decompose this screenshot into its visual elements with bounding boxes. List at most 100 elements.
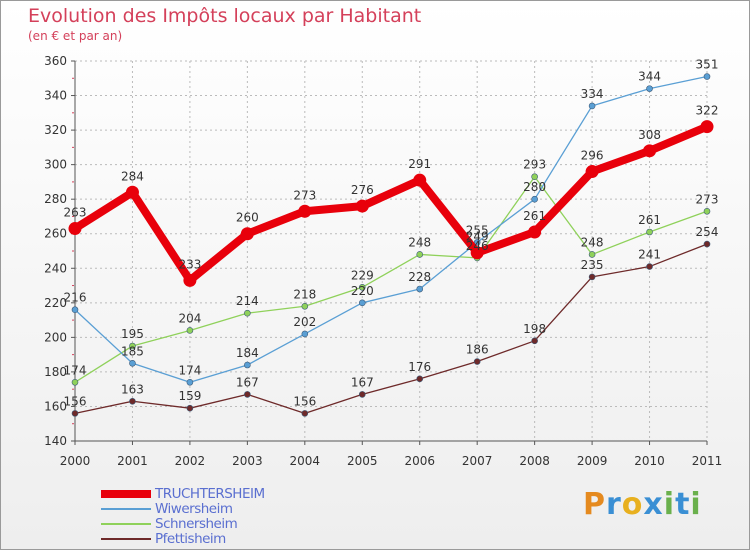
point-wiwersheim-2006 — [416, 285, 424, 293]
point-pfettisheim-2007 — [473, 358, 481, 365]
point-wiwersheim-2001 — [129, 359, 136, 367]
data-label-wiwersheim-2004: 202 — [293, 315, 316, 329]
data-label-pfettisheim-2005: 167 — [351, 375, 374, 389]
point-schnersheim-2002 — [186, 327, 194, 334]
legend-label: Pfettisheim — [155, 531, 226, 547]
data-label-schnersheim-2000: 174 — [64, 363, 87, 377]
data-label-truchtersheim-2003: 260 — [236, 211, 259, 225]
series-line-wiwersheim — [74, 75, 708, 383]
point-wiwersheim-2007 — [473, 239, 481, 246]
y-tick-label-280: 280 — [44, 192, 67, 206]
brand-letter: P — [583, 487, 606, 522]
y-tick-label-360: 360 — [44, 54, 67, 68]
point-pfettisheim-2001 — [129, 397, 136, 405]
point-truchtersheim-2001 — [125, 185, 139, 199]
brand-letter: i — [663, 487, 676, 522]
data-label-schnersheim-2008: 293 — [523, 158, 546, 172]
data-label-schnersheim-2006: 248 — [408, 235, 431, 249]
y-tick-label-200: 200 — [44, 330, 67, 344]
point-truchtersheim-2003 — [240, 227, 254, 241]
brand-letter: r — [606, 487, 622, 522]
data-label-schnersheim-2003: 214 — [236, 294, 259, 308]
point-wiwersheim-2002 — [186, 378, 194, 386]
data-label-schnersheim-2005: 229 — [351, 268, 374, 282]
data-label-wiwersheim-2010: 344 — [638, 70, 661, 84]
x-tick-label-2003: 2003 — [232, 454, 263, 468]
point-schnersheim-2004 — [301, 302, 309, 310]
point-wiwersheim-2003 — [244, 361, 251, 369]
point-schnersheim-2003 — [244, 309, 251, 317]
point-truchtersheim-2004 — [298, 204, 312, 218]
data-label-truchtersheim-2002: 233 — [178, 257, 201, 271]
y-tick-label-220: 220 — [44, 296, 67, 310]
legend-label: TRUCHTERSHEIM — [155, 486, 265, 502]
series-line-pfettisheim — [74, 243, 708, 415]
point-schnersheim-2001 — [129, 342, 136, 350]
data-label-wiwersheim-2001: 185 — [121, 344, 144, 358]
data-label-truchtersheim-2010: 308 — [638, 128, 661, 142]
point-schnersheim-2011 — [703, 207, 711, 215]
point-wiwersheim-2000 — [71, 306, 79, 314]
x-tick-label-2000: 2000 — [60, 454, 91, 468]
point-pfettisheim-2004 — [301, 410, 309, 417]
y-tick-label-140: 140 — [44, 434, 67, 448]
data-label-wiwersheim-2007: 255 — [466, 223, 489, 237]
y-tick-label-260: 260 — [44, 227, 67, 241]
x-tick-label-2007: 2007 — [462, 454, 493, 468]
data-label-pfettisheim-2010: 241 — [638, 248, 661, 262]
proxiti-logo: Proxiti — [583, 487, 702, 522]
series-line-truchtersheim — [71, 122, 711, 285]
data-label-schnersheim-2007: 246 — [466, 239, 489, 253]
x-tick-label-2002: 2002 — [175, 454, 206, 468]
brand-letter: i — [690, 487, 702, 522]
data-label-wiwersheim-2000: 216 — [64, 291, 87, 305]
point-truchtersheim-2007 — [470, 246, 484, 260]
data-label-truchtersheim-2006: 291 — [408, 157, 431, 171]
point-pfettisheim-2008 — [531, 337, 538, 345]
y-tick-label-320: 320 — [44, 123, 67, 137]
data-label-truchtersheim-2008: 261 — [523, 209, 546, 223]
data-label-wiwersheim-2009: 334 — [581, 87, 604, 101]
point-truchtersheim-2002 — [183, 273, 197, 287]
x-tick-label-2004: 2004 — [290, 454, 321, 468]
data-label-pfettisheim-2000: 156 — [64, 394, 87, 408]
point-truchtersheim-2009 — [585, 165, 599, 179]
x-tick-label-2010: 2010 — [634, 454, 665, 468]
data-label-wiwersheim-2011: 351 — [696, 58, 719, 72]
point-pfettisheim-2002 — [186, 404, 194, 412]
data-label-truchtersheim-2004: 273 — [293, 188, 316, 202]
point-schnersheim-2009 — [588, 251, 596, 258]
x-tick-label-2011: 2011 — [692, 454, 723, 468]
data-label-truchtersheim-2007: 249 — [466, 230, 489, 244]
data-label-pfettisheim-2003: 167 — [236, 375, 259, 389]
point-pfettisheim-2011 — [703, 240, 711, 248]
point-schnersheim-2010 — [646, 228, 653, 236]
point-wiwersheim-2009 — [588, 102, 596, 110]
data-label-pfettisheim-2007: 186 — [466, 343, 489, 357]
point-truchtersheim-2005 — [355, 199, 369, 213]
point-schnersheim-2000 — [71, 378, 79, 386]
brand-letter: o — [621, 487, 644, 522]
data-label-pfettisheim-2001: 163 — [121, 382, 144, 396]
data-label-truchtersheim-2000: 263 — [64, 206, 87, 220]
data-label-truchtersheim-2009: 296 — [581, 149, 604, 163]
data-label-pfettisheim-2006: 176 — [408, 360, 431, 374]
legend-swatch — [101, 508, 151, 510]
legend-label: Schnersheim — [155, 516, 238, 532]
x-tick-label-2006: 2006 — [404, 454, 435, 468]
data-label-wiwersheim-2006: 228 — [408, 270, 431, 284]
x-tick-label-2008: 2008 — [519, 454, 550, 468]
brand-letter: x — [643, 487, 664, 522]
data-label-pfettisheim-2004: 156 — [293, 394, 316, 408]
point-truchtersheim-2006 — [413, 173, 427, 187]
brand-letter: t — [675, 487, 691, 522]
y-tick-label-300: 300 — [44, 158, 67, 172]
data-label-schnersheim-2004: 218 — [293, 287, 316, 301]
point-pfettisheim-2010 — [646, 263, 653, 270]
data-label-pfettisheim-2011: 254 — [696, 225, 719, 239]
data-label-truchtersheim-2001: 284 — [121, 169, 144, 183]
data-label-schnersheim-2011: 273 — [696, 192, 719, 206]
point-truchtersheim-2011 — [700, 120, 714, 134]
